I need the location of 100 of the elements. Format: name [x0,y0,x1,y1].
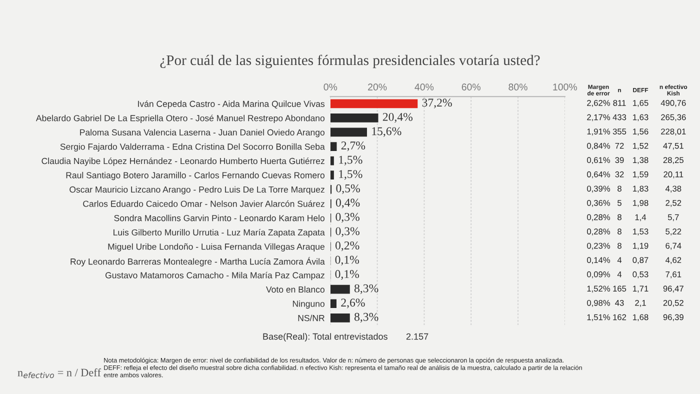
text: 2,1 [635,300,646,307]
y-tick-label: Oscar Mauricio Lizcano Arango - Pedro Luis De La Torre Marquez [70,186,324,194]
text: 0,14% [587,257,610,264]
text: 265,36 [661,114,686,122]
text: 2,62% [587,100,610,107]
text: 2,17% [587,114,610,122]
y-tick-label: Roy Leonardo Barreras Montealegre - Martha Lucía Zamora Ávila [70,256,325,266]
bar [330,284,350,294]
text: 6,74 [666,242,682,250]
text: 1,65 [633,100,648,107]
x-tick-label: 20% [368,84,387,90]
data-label: 1,5% [339,156,362,166]
data-label: 1,5% [339,170,362,180]
text: Base(Real): Total entrevistados [263,333,388,342]
text: 0,28% [587,228,610,236]
text: 5,22 [666,228,682,236]
text: 47,51 [663,142,684,150]
text: 2.157 [406,333,428,340]
text: 1,56 [633,128,648,136]
text: 1,19 [633,242,648,250]
text: 165 [613,286,626,292]
data-label: 0,3% [336,227,360,237]
text: 1,59 [633,171,648,178]
bar [330,313,350,322]
data-label: 0,3% [336,212,360,223]
text: 811 [613,100,626,106]
text: 4 [617,257,622,263]
text: 1,38 [633,157,648,164]
text: 5 [618,200,622,206]
data-label: 8,3% [354,284,378,294]
text: 162 [613,314,626,320]
text: 490,76 [660,100,686,107]
text: 96,47 [663,286,684,293]
text: 8 [618,228,622,234]
data-label: 0,2% [335,241,360,252]
text: 0,36% [587,200,610,207]
text: 0,98% [587,300,610,307]
y-tick-label: Sondra Macollins Garvin Pinto - Leonardo Karam Helo [114,214,324,222]
text: 0,87 [632,257,648,264]
text: 8 [618,242,622,249]
x-tick-label: 40% [414,84,434,90]
text: 1,53 [633,228,648,236]
text: 32 [615,171,624,178]
text: 20,52 [663,300,684,307]
y-tick-label: Voto en Blanco [266,286,324,293]
y-tick-label: Gustavo Matamoros Camacho - Mila María Paz Campaz [106,272,324,280]
text: 28,25 [663,157,684,164]
bar [330,156,334,166]
text: 1,52 [633,142,648,150]
text: 1,68 [633,314,648,322]
bar [330,299,336,308]
data-label: 0,1% [335,256,359,266]
data-label: 15,6% [372,127,402,137]
data-label: 2,7% [341,142,366,152]
text: 5,7 [668,214,679,222]
text: 4,62 [665,257,682,264]
text: 72 [615,142,624,149]
y-tick-label: Sergio Fajardo Valderrama - Edna Cristina Del Socorro Bonilla Seba [60,143,325,152]
text: 20,11 [664,171,684,178]
bar [330,128,367,137]
bar [330,99,418,108]
y-tick-label: Iván Cepeda Castro - Aida Marina Quilcue Vivas [138,100,325,109]
text: 4,38 [665,186,682,193]
text: 43 [615,300,624,306]
text: 433 [612,114,626,120]
x-tick-label: 0% [324,84,338,90]
y-tick-label: NS/NR [298,314,324,322]
x-tick-label: 60% [462,84,480,90]
text: 2,52 [666,200,682,207]
text: 355 [612,128,626,134]
data-label: 20,4% [382,112,412,123]
text: 0,61% [587,157,610,164]
data-label: 0,5% [336,184,360,194]
text: 1,98 [633,200,648,207]
y-tick-label: Claudia Nayibe López Hernández - Leonardo Humberto Huerta Gutiérrez [42,158,324,166]
text: 1,4 [635,214,646,222]
text: 1,91% [587,128,610,136]
bar [330,142,337,151]
text: 0,64% [587,171,610,178]
data-label: 0,1% [335,270,359,280]
text: 0,23% [587,242,610,250]
y-tick-label: Raul Santiago Botero Jaramillo - Carlos Fernando Cuevas Romero [66,172,324,180]
text: 1,51% [587,314,610,322]
text: 0,53 [632,271,648,278]
text: 4 [617,271,622,278]
y-tick-label: Ninguno [292,300,324,309]
text: 8 [618,186,622,192]
text: 39 [615,157,624,164]
y-tick-label: Luis Gilberto Murillo Urrutia - Luz María Zapata Zapata [114,228,325,238]
bar [330,114,378,122]
data-label: 2,6% [341,298,365,308]
text: 7,61 [666,271,682,278]
x-tick-label: 100% [553,84,577,90]
text: 1,71 [633,286,648,293]
text: 0,28% [587,214,610,222]
text: 1,52% [587,286,610,293]
text: 0,09% [587,271,610,278]
data-label: 8,3% [354,312,378,323]
data-label: 0,4% [336,198,360,208]
y-tick-label: Carlos Eduardo Caicedo Omar - Nelson Javier Alarcón Suárez [83,200,324,207]
